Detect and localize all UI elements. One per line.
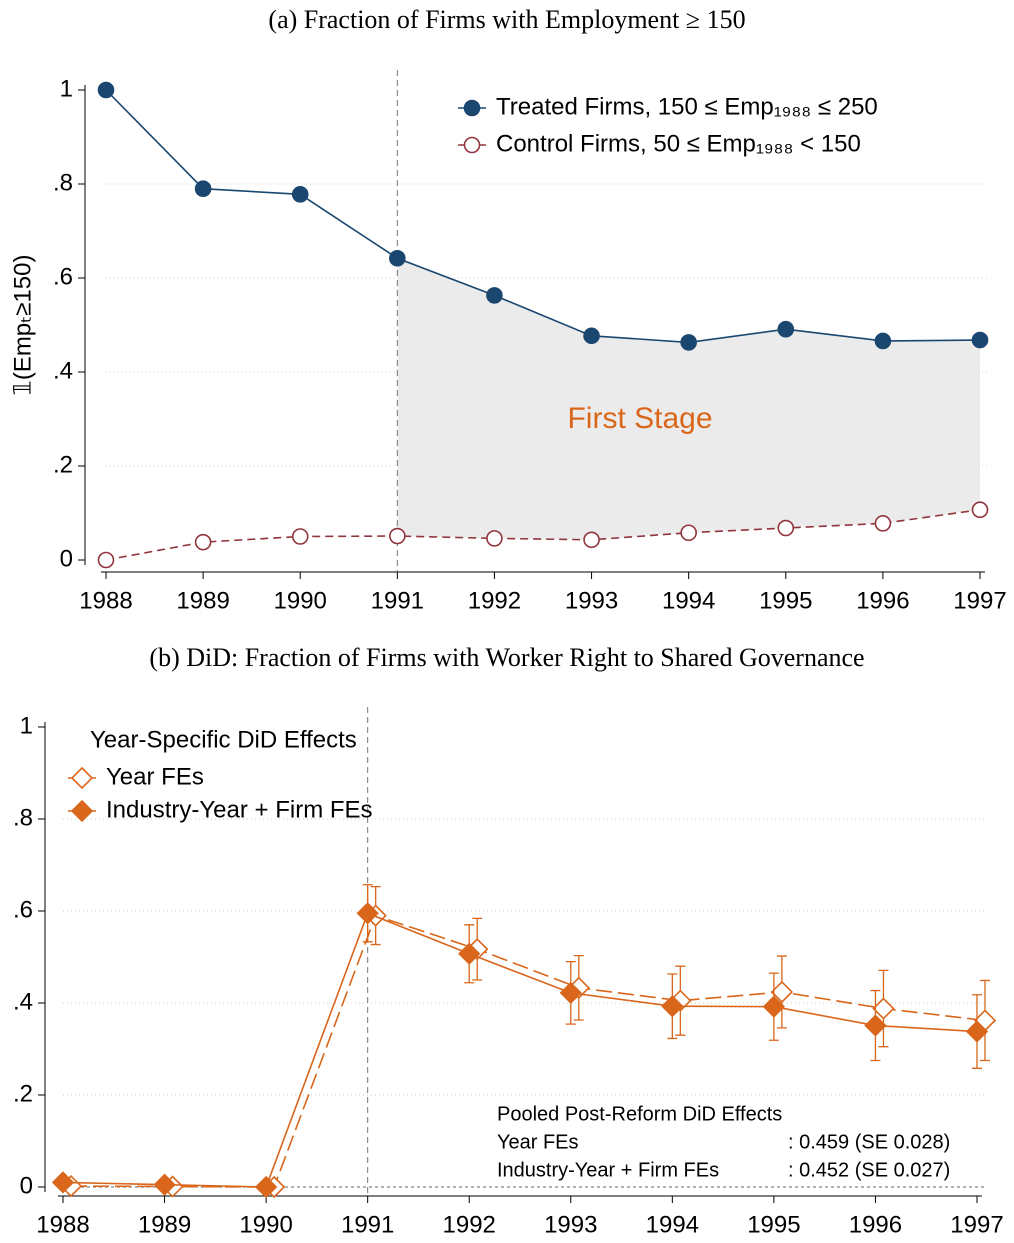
point bbox=[486, 530, 503, 547]
y-tick-label: 1 bbox=[60, 75, 73, 102]
series-line bbox=[105, 89, 981, 344]
point bbox=[389, 527, 406, 545]
note-cell: : 0.452 (SE 0.027) bbox=[788, 1159, 950, 1181]
y-tick-label: 1 bbox=[20, 712, 33, 739]
point bbox=[389, 249, 406, 267]
note-title: Pooled Post-Reform DiD Effects bbox=[497, 1103, 782, 1125]
point bbox=[583, 531, 600, 549]
point bbox=[680, 334, 697, 351]
point bbox=[864, 1014, 887, 1037]
point bbox=[194, 533, 212, 551]
point bbox=[458, 942, 481, 965]
point bbox=[872, 997, 895, 1020]
x-tick-label: 1995 bbox=[759, 587, 812, 614]
y-tick-label: .8 bbox=[53, 169, 73, 196]
y-tick-label: 0 bbox=[60, 545, 73, 572]
y-axis-label: 𝟙(Empₜ≥150) bbox=[9, 255, 36, 396]
x-tick-label: 1989 bbox=[176, 587, 229, 614]
point bbox=[291, 186, 309, 203]
point bbox=[777, 519, 795, 537]
note-cell: Year FEs bbox=[497, 1131, 579, 1153]
legend-marker bbox=[463, 99, 481, 117]
legend-label: Year FEs bbox=[106, 763, 204, 790]
x-tick-label: 1990 bbox=[274, 587, 327, 614]
point bbox=[486, 287, 503, 304]
point bbox=[965, 1020, 989, 1043]
point bbox=[971, 331, 989, 349]
x-tick-label: 1996 bbox=[849, 1211, 902, 1238]
y-tick-label: .6 bbox=[53, 263, 73, 290]
y-tick-label: .2 bbox=[13, 1080, 33, 1107]
x-tick-label: 1991 bbox=[341, 1211, 394, 1238]
legend-label: Control Firms, 50 ≤ Emp₁₉₈₈ < 150 bbox=[496, 130, 861, 157]
point bbox=[583, 327, 600, 345]
note-cell: : 0.459 (SE 0.028) bbox=[788, 1131, 950, 1153]
y-tick-label: .6 bbox=[13, 896, 33, 923]
y-tick-label: .8 bbox=[13, 804, 33, 831]
legend-marker bbox=[70, 766, 94, 790]
x-tick-label: 1993 bbox=[565, 587, 618, 614]
point bbox=[51, 1171, 75, 1194]
point bbox=[153, 1173, 176, 1196]
x-tick-label: 1988 bbox=[79, 587, 132, 614]
point bbox=[770, 980, 794, 1004]
first-stage-shade bbox=[397, 258, 980, 540]
point bbox=[762, 995, 786, 1018]
point bbox=[97, 81, 115, 99]
x-tick-label: 1988 bbox=[36, 1211, 89, 1238]
point bbox=[97, 551, 115, 569]
point bbox=[254, 1175, 278, 1199]
y-tick-label: .4 bbox=[13, 988, 33, 1015]
x-tick-label: 1997 bbox=[953, 587, 1006, 614]
y-tick-label: .2 bbox=[53, 451, 73, 478]
x-tick-label: 1997 bbox=[950, 1211, 1003, 1238]
x-tick-label: 1991 bbox=[371, 587, 424, 614]
annotation: First Stage bbox=[567, 402, 712, 435]
point bbox=[971, 501, 989, 519]
panel-title: (b) DiD: Fraction of Firms with Worker R… bbox=[149, 643, 864, 672]
x-tick-label: 1995 bbox=[747, 1211, 800, 1238]
x-tick-label: 1996 bbox=[856, 587, 909, 614]
point bbox=[661, 995, 684, 1018]
point bbox=[777, 320, 795, 338]
legend-title: Year-Specific DiD Effects bbox=[90, 726, 357, 753]
series-line bbox=[62, 912, 978, 1188]
x-tick-label: 1992 bbox=[443, 1211, 496, 1238]
point bbox=[559, 981, 582, 1005]
point bbox=[874, 332, 892, 350]
legend-marker bbox=[463, 136, 481, 154]
point bbox=[356, 902, 379, 925]
point bbox=[291, 528, 309, 545]
x-tick-label: 1993 bbox=[544, 1211, 597, 1238]
x-tick-label: 1989 bbox=[138, 1211, 191, 1238]
x-tick-label: 1990 bbox=[239, 1211, 292, 1238]
x-tick-label: 1994 bbox=[662, 587, 715, 614]
x-tick-label: 1994 bbox=[646, 1211, 699, 1238]
point bbox=[194, 180, 212, 197]
legend-label: Industry-Year + Firm FEs bbox=[106, 796, 373, 823]
series-line bbox=[105, 508, 981, 561]
note-cell: Industry-Year + Firm FEs bbox=[497, 1159, 719, 1181]
point bbox=[874, 515, 892, 532]
legend-marker bbox=[70, 799, 94, 823]
y-tick-label: .4 bbox=[53, 357, 73, 384]
panel-title: (a) Fraction of Firms with Employment ≥ … bbox=[268, 5, 745, 34]
y-tick-label: 0 bbox=[20, 1172, 33, 1199]
x-tick-label: 1992 bbox=[468, 587, 521, 614]
legend-label: Treated Firms, 150 ≤ Emp₁₉₈₈ ≤ 250 bbox=[496, 93, 878, 120]
point bbox=[680, 524, 697, 542]
